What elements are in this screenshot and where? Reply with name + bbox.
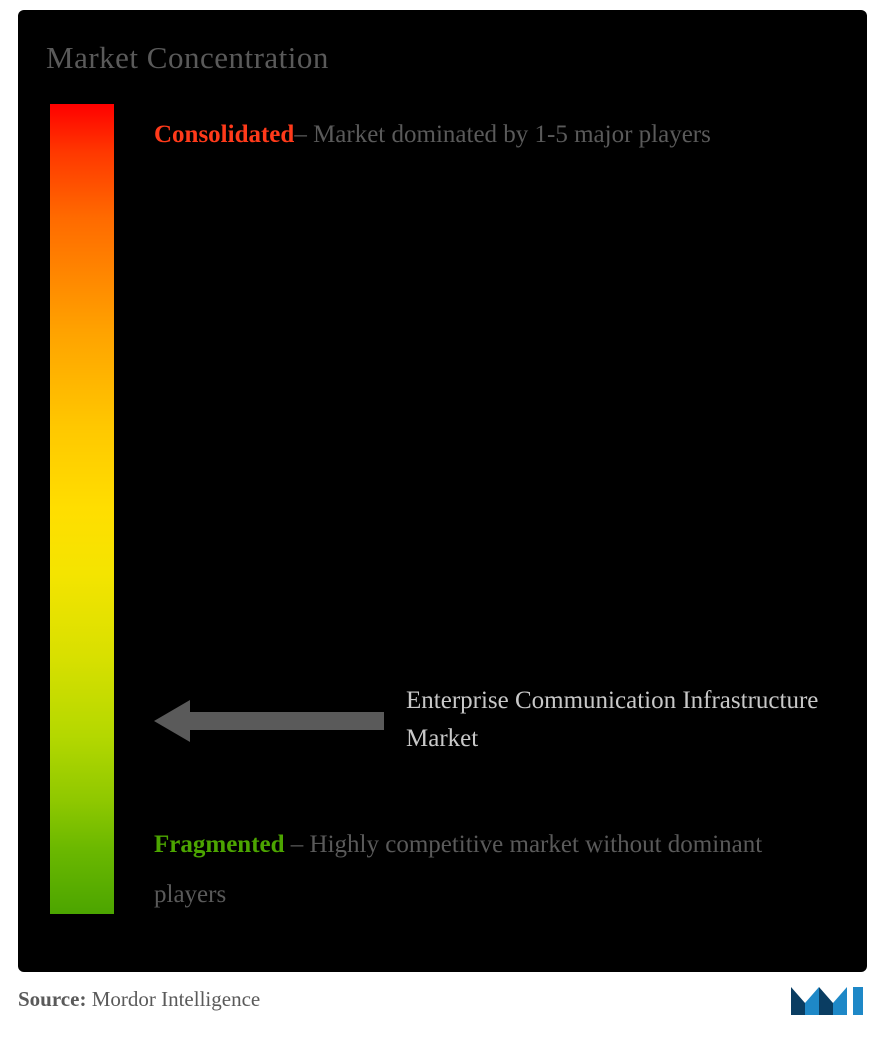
- footer: Source: Mordor Intelligence: [18, 979, 867, 1019]
- fragmented-label: Fragmented: [154, 831, 285, 858]
- main-panel: Market Concentration Consolidated– Marke…: [18, 10, 867, 972]
- source-attribution: Source: Mordor Intelligence: [18, 987, 260, 1012]
- fragmented-block: Fragmented – Highly competitive market w…: [154, 820, 829, 920]
- source-prefix: Source:: [18, 987, 92, 1011]
- market-label: Enterprise Communication Infrastructure …: [406, 682, 839, 757]
- chart-title: Market Concentration: [46, 40, 839, 76]
- consolidated-label: Consolidated: [154, 121, 294, 148]
- concentration-gradient-bar: [50, 104, 114, 914]
- market-pointer: Enterprise Communication Infrastructure …: [154, 682, 839, 757]
- text-area: Consolidated– Market dominated by 1-5 ma…: [154, 104, 839, 914]
- consolidated-block: Consolidated– Market dominated by 1-5 ma…: [154, 110, 829, 160]
- source-name: Mordor Intelligence: [92, 987, 261, 1011]
- mordor-logo-icon: [787, 979, 867, 1019]
- chart-content: Consolidated– Market dominated by 1-5 ma…: [46, 104, 839, 954]
- arrow-left-icon: [154, 700, 384, 740]
- consolidated-description: – Market dominated by 1-5 major players: [294, 121, 711, 148]
